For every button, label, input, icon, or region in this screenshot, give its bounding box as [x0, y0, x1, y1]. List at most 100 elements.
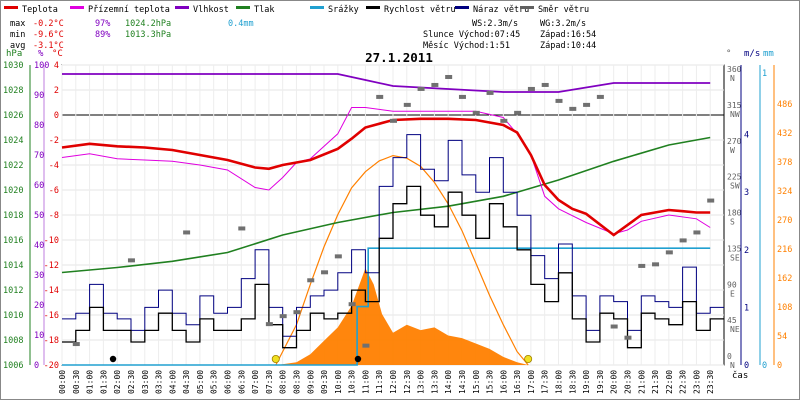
hum-tick: 0	[34, 361, 39, 371]
x-tick-label: 14:00	[444, 370, 453, 394]
chart-title: 27.1.2011	[365, 50, 433, 65]
hpa-tick: 1010	[3, 311, 23, 321]
wind-dir-mark	[127, 258, 135, 263]
hpa-tick: 1022	[3, 161, 23, 171]
dir-tick-label: E	[730, 289, 735, 298]
gust-line	[62, 134, 724, 337]
wind-dir-mark	[665, 250, 673, 255]
x-tick-label: 13:00	[417, 370, 426, 394]
solar-tick: 0	[777, 361, 782, 371]
x-tick-label: 00:00	[58, 370, 67, 394]
hpa-tick: 1028	[3, 86, 23, 96]
legend: Teplota Přízemní teplota Vlhkost Tlak Srážky…	[4, 5, 589, 15]
dir-tick-label: W	[730, 146, 735, 155]
hum-tick: 40	[34, 241, 44, 251]
temp-tick: -16	[44, 311, 59, 321]
legend-swatch	[70, 6, 84, 9]
legend-label: Rychlost větru	[384, 5, 456, 15]
x-tick-label: 19:30	[596, 370, 605, 394]
stats-block: max min avg -0.2°C -9.6°C -3.1°C 97% 89%…	[10, 19, 254, 51]
solar-tick: 108	[777, 303, 792, 313]
x-tick-label: 21:30	[651, 370, 660, 394]
solar-tick: 378	[777, 158, 792, 168]
hum-tick: 10	[34, 331, 44, 341]
hpa-tick: 1020	[3, 186, 23, 196]
wind-dir-mark	[652, 262, 660, 267]
legend-swatch	[520, 6, 534, 9]
x-tick-label: 22:30	[679, 370, 688, 394]
x-tick-label: 08:30	[292, 370, 301, 394]
solar-tick: 486	[777, 100, 792, 110]
hum-tick: 20	[34, 301, 44, 311]
dir-tick: 135	[727, 244, 742, 253]
x-tick-label: 05:00	[196, 370, 205, 394]
wind-dir-mark	[321, 270, 329, 275]
unit-ms: m/s	[744, 49, 760, 59]
x-tick-label: 04:00	[168, 370, 177, 394]
x-tick-label: 10:30	[348, 370, 357, 394]
wind-dir-mark	[431, 82, 439, 87]
x-tick-label: 20:00	[610, 370, 619, 394]
wind-dir-mark	[183, 230, 191, 235]
x-tick-label: 18:30	[568, 370, 577, 394]
x-tick-label: 17:00	[527, 370, 536, 394]
legend-swatch	[455, 6, 469, 9]
wind-dir-mark	[403, 102, 411, 107]
temp-tick: -18	[44, 336, 59, 346]
sunrise-marker	[271, 354, 280, 363]
x-tick-label: 09:00	[306, 370, 315, 394]
dir-tick: 180	[727, 209, 742, 218]
hpa-tick: 1030	[3, 61, 23, 71]
wind-dir-mark	[583, 102, 591, 107]
hum-tick: 90	[34, 91, 44, 101]
x-tick-label: 02:30	[127, 370, 136, 394]
avg-label: avg	[10, 41, 25, 51]
x-tick-label: 15:00	[472, 370, 481, 394]
wind-dir-mark	[279, 314, 287, 319]
dir-tick: 90	[727, 280, 737, 289]
unit-mm: mm	[763, 49, 774, 59]
temp-tick: -14	[44, 286, 59, 296]
wind-dir-mark	[445, 74, 453, 79]
x-tick-label: 03:00	[141, 370, 150, 394]
wind-speed-line	[62, 185, 724, 349]
hum-tick: 70	[34, 151, 44, 161]
dir-tick-label: S	[730, 218, 735, 227]
x-tick-label: 10:00	[334, 370, 343, 394]
legend-swatch	[236, 6, 250, 9]
wind-dir-mark	[624, 335, 632, 340]
hum-tick: 80	[34, 121, 44, 131]
wind-dir-mark	[334, 254, 342, 259]
max-rain: 0.4mm	[228, 19, 254, 29]
wind-dir-mark	[238, 226, 246, 231]
legend-label: Přízemní teplota	[88, 5, 170, 15]
wind-tick: 2	[744, 246, 749, 256]
temp-tick: -6	[49, 186, 59, 196]
hpa-tick: 1012	[3, 286, 23, 296]
wind-dir-mark	[679, 238, 687, 243]
wg-text: WG:3.2m/s	[540, 19, 586, 29]
x-tick-label: 05:30	[210, 370, 219, 394]
wind-dir-mark	[707, 198, 715, 203]
temp-tick: -4	[49, 161, 59, 171]
sunset-marker	[524, 354, 533, 363]
x-tick-label: 12:30	[403, 370, 412, 394]
wind-tick: 4	[744, 131, 749, 141]
x-tick-label: 09:30	[320, 370, 329, 394]
dir-tick: 315	[727, 101, 742, 110]
dir-tick: 225	[727, 173, 742, 182]
hpa-tick: 1014	[3, 261, 23, 271]
dir-tick-label: SE	[730, 253, 740, 262]
unit-pct: %	[38, 49, 44, 59]
moon-rise-marker	[109, 355, 117, 363]
wind-dir-mark	[307, 278, 315, 283]
sun-text: Slunce Východ:07:45	[423, 30, 520, 40]
x-tick-label: 12:00	[389, 370, 398, 394]
moon-set-marker	[354, 355, 362, 363]
hum-tick: 30	[34, 271, 44, 281]
dir-tick-label: N	[730, 361, 735, 370]
wind-dir-mark	[569, 106, 577, 111]
hum-tick: 60	[34, 181, 44, 191]
hum-tick: 50	[34, 211, 44, 221]
wind-dir-mark	[390, 118, 397, 123]
